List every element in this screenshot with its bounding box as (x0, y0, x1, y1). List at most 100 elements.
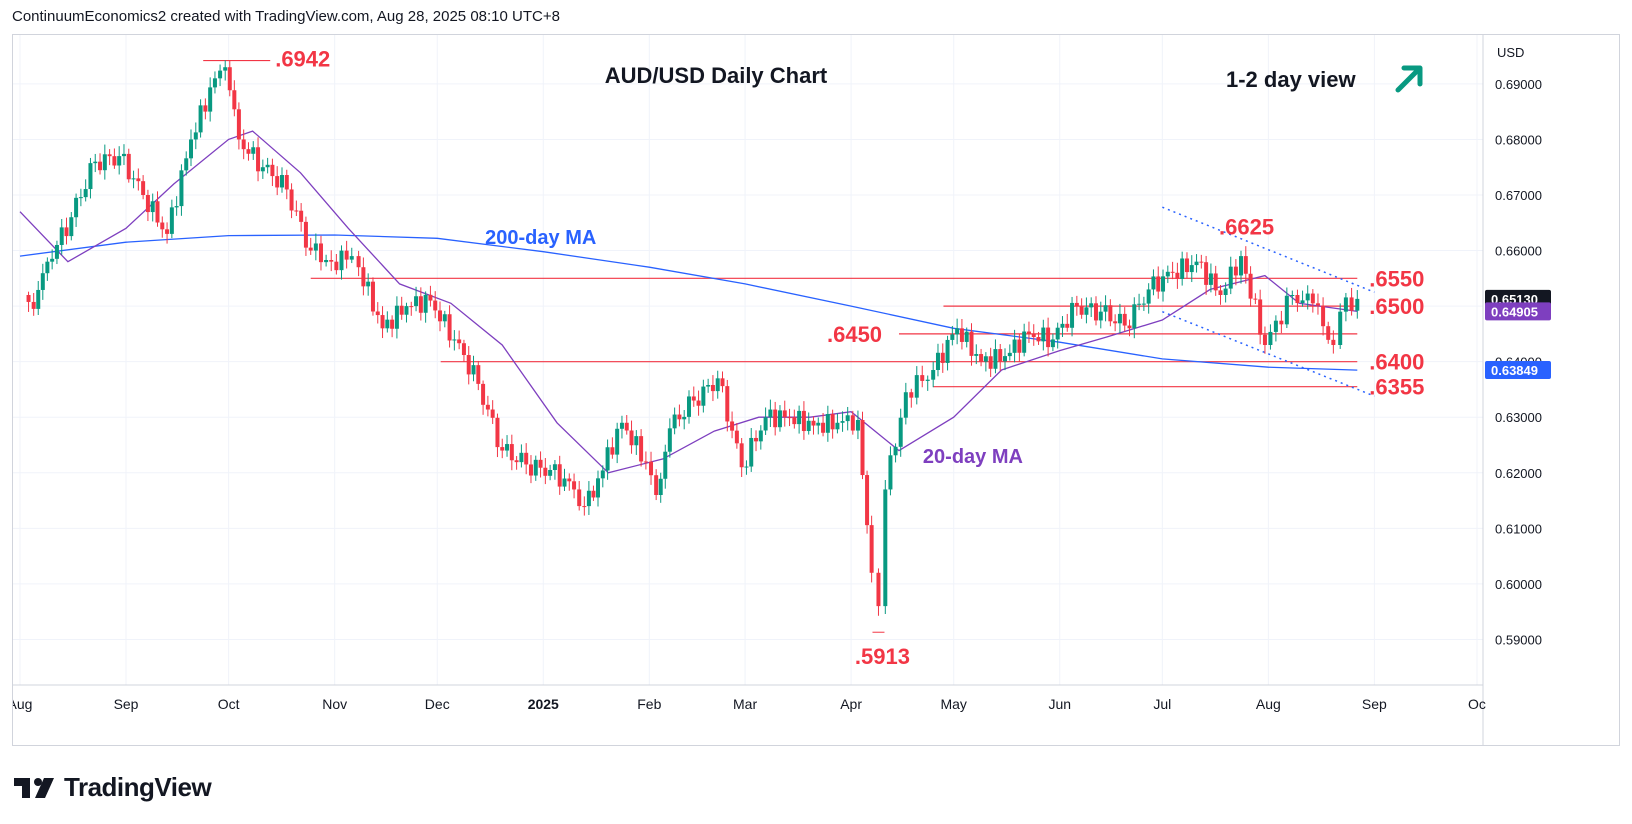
candle[interactable] (26, 291, 31, 312)
candle[interactable] (1003, 348, 1008, 371)
candle[interactable] (557, 455, 562, 495)
candle[interactable] (825, 405, 830, 442)
candle[interactable] (773, 401, 778, 436)
candle[interactable] (1204, 255, 1209, 295)
candle[interactable] (1127, 319, 1132, 337)
candle[interactable] (883, 480, 888, 614)
candle[interactable] (582, 496, 587, 516)
candle[interactable] (596, 470, 601, 507)
candle[interactable] (390, 315, 395, 338)
candle[interactable] (1060, 316, 1065, 337)
candle[interactable] (663, 444, 668, 489)
candle[interactable] (380, 306, 385, 339)
candle[interactable] (1279, 310, 1284, 334)
candle[interactable] (739, 438, 744, 478)
candle[interactable] (1243, 246, 1248, 284)
candle[interactable] (1036, 331, 1041, 345)
candle[interactable] (69, 212, 74, 241)
candle[interactable] (102, 144, 107, 180)
candle[interactable] (150, 193, 155, 222)
candle[interactable] (1151, 269, 1156, 296)
candle[interactable] (1290, 290, 1295, 305)
candle[interactable] (256, 137, 261, 182)
candle[interactable] (1170, 261, 1175, 280)
candle[interactable] (1239, 250, 1244, 284)
candle[interactable] (294, 200, 299, 217)
candle[interactable] (260, 159, 265, 179)
candle[interactable] (830, 409, 835, 439)
candle[interactable] (639, 429, 644, 467)
candle[interactable] (313, 233, 318, 261)
candle[interactable] (903, 382, 908, 425)
candle[interactable] (682, 410, 687, 430)
candle[interactable] (329, 250, 334, 272)
candle[interactable] (428, 285, 433, 307)
candle[interactable] (931, 361, 936, 388)
candle[interactable] (31, 293, 36, 316)
candle[interactable] (404, 302, 409, 323)
candle[interactable] (567, 473, 572, 491)
candle[interactable] (299, 203, 304, 232)
candle[interactable] (643, 451, 648, 470)
brand[interactable]: TradingView (14, 772, 212, 803)
candle[interactable] (744, 460, 749, 475)
candle[interactable] (624, 415, 629, 435)
candle[interactable] (117, 146, 122, 175)
candle[interactable] (198, 99, 203, 138)
candle[interactable] (1007, 344, 1012, 361)
candle[interactable] (979, 348, 984, 367)
candle[interactable] (279, 167, 284, 193)
candle[interactable] (988, 347, 993, 377)
candle[interactable] (251, 141, 256, 160)
candle[interactable] (1050, 333, 1055, 352)
candle[interactable] (1194, 254, 1199, 273)
candle[interactable] (577, 481, 582, 511)
candle[interactable] (1331, 330, 1336, 354)
candle[interactable] (241, 129, 246, 160)
candle[interactable] (83, 179, 88, 202)
candle[interactable] (490, 400, 495, 425)
candle[interactable] (189, 129, 194, 167)
candle[interactable] (955, 318, 960, 345)
candle[interactable] (1189, 255, 1194, 283)
candle[interactable] (45, 257, 50, 281)
candle[interactable] (725, 379, 730, 432)
candle[interactable] (860, 411, 865, 480)
candle[interactable] (136, 168, 141, 191)
candle[interactable] (1122, 307, 1127, 332)
candle[interactable] (1343, 292, 1348, 322)
candle[interactable] (610, 437, 615, 459)
candle[interactable] (935, 343, 940, 377)
candle[interactable] (811, 416, 816, 435)
candle[interactable] (1268, 324, 1273, 350)
candle[interactable] (1180, 251, 1185, 286)
candle[interactable] (1132, 297, 1137, 339)
candle[interactable] (1248, 266, 1253, 307)
candle[interactable] (920, 365, 925, 388)
candle[interactable] (850, 410, 855, 435)
candle[interactable] (1012, 329, 1017, 363)
candle[interactable] (1284, 287, 1289, 328)
candle[interactable] (466, 346, 471, 385)
candle[interactable] (246, 142, 251, 161)
candle[interactable] (179, 164, 184, 216)
candle[interactable] (227, 60, 232, 97)
candle[interactable] (141, 175, 146, 200)
candle[interactable] (749, 428, 754, 472)
candle[interactable] (869, 515, 874, 583)
candle[interactable] (1026, 321, 1031, 343)
candle[interactable] (959, 318, 964, 350)
candle[interactable] (155, 191, 160, 227)
candle[interactable] (308, 237, 313, 255)
candle[interactable] (909, 388, 914, 408)
candle[interactable] (619, 415, 624, 439)
candle[interactable] (361, 257, 366, 296)
candle[interactable] (121, 144, 126, 166)
candle[interactable] (605, 439, 610, 480)
candle[interactable] (533, 455, 538, 481)
candle[interactable] (600, 465, 605, 488)
chart-panel[interactable]: AUD/USD Daily Chart 1-2 day view .6550 .6… (8, 34, 1620, 746)
candle[interactable] (1213, 265, 1218, 296)
candle[interactable] (112, 148, 117, 169)
candle[interactable] (236, 102, 241, 150)
